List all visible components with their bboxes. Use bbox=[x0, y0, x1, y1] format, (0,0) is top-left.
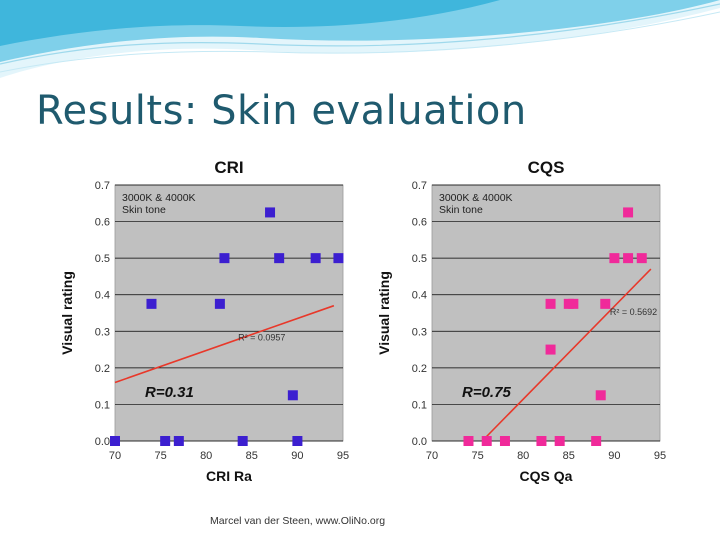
cqs-data-point bbox=[591, 436, 602, 446]
cqs-data-point bbox=[623, 207, 634, 218]
cri-data-point bbox=[219, 253, 230, 264]
cri-data-point bbox=[274, 253, 285, 264]
cqs-y-tick-label: 0.6 bbox=[412, 217, 427, 229]
cqs-data-point bbox=[568, 298, 579, 309]
cqs-data-point bbox=[463, 436, 474, 446]
cri-x-tick-label: 70 bbox=[109, 450, 121, 462]
cri-x-tick-label: 85 bbox=[246, 450, 258, 462]
cri-r-value-label: R=0.31 bbox=[145, 384, 194, 401]
cri-data-point bbox=[110, 436, 120, 446]
cri-data-point bbox=[292, 436, 303, 446]
cqs-y-tick-label: 0.5 bbox=[412, 253, 427, 265]
cqs-data-point bbox=[636, 253, 647, 264]
cqs-chart-title: CQS bbox=[528, 158, 565, 177]
slide-title: Results: Skin evaluation bbox=[36, 88, 527, 134]
cqs-y-tick-label: 0.1 bbox=[412, 399, 427, 411]
cri-data-point bbox=[146, 298, 157, 309]
cqs-plot-area bbox=[431, 184, 661, 442]
cqs-data-point bbox=[536, 436, 547, 446]
cqs-data-point bbox=[623, 253, 634, 264]
cqs-r-squared-label: R² = 0.5692 bbox=[610, 307, 657, 317]
header-wave-decoration bbox=[0, 0, 720, 78]
cqs-r-value-label: R=0.75 bbox=[462, 384, 511, 401]
cqs-x-tick-label: 85 bbox=[563, 450, 575, 462]
cqs-x-tick-label: 80 bbox=[517, 450, 529, 462]
cqs-y-tick-label: 0.7 bbox=[412, 180, 427, 192]
cqs-scatter-chart: 0.0 0.1 0.2 0.3 0.4 0.5 0.6 0.7 70 75 80 85 90 95 CQS C… bbox=[376, 158, 666, 484]
cqs-annotation: 3000K & 4000K Skin tone bbox=[439, 192, 513, 216]
cri-data-point bbox=[173, 436, 184, 446]
cri-y-tick-label: 0.3 bbox=[95, 326, 110, 338]
cqs-data-point bbox=[545, 298, 556, 309]
cri-data-point bbox=[214, 298, 225, 309]
cri-y-tick-label: 0.6 bbox=[95, 217, 110, 229]
cri-x-tick-label: 75 bbox=[154, 450, 166, 462]
cri-x-tick-label: 95 bbox=[337, 450, 349, 462]
cri-plot-area bbox=[114, 184, 344, 442]
cri-x-tick-label: 80 bbox=[200, 450, 212, 462]
cri-y-tick-label: 0.5 bbox=[95, 253, 110, 265]
cri-x-tick-label: 90 bbox=[291, 450, 303, 462]
cqs-x-tick-label: 70 bbox=[426, 450, 438, 462]
cri-chart-title: CRI bbox=[214, 158, 243, 177]
cri-data-point bbox=[333, 253, 344, 264]
cri-data-point bbox=[237, 436, 248, 446]
cri-trendline bbox=[114, 304, 335, 384]
cqs-y-tick-label: 0.0 bbox=[412, 436, 427, 448]
cri-y-tick-label: 0.4 bbox=[95, 290, 110, 302]
cqs-x-tick-label: 90 bbox=[608, 450, 620, 462]
cqs-x-tick-label: 75 bbox=[471, 450, 483, 462]
cqs-data-point bbox=[481, 436, 492, 446]
cri-data-point bbox=[265, 207, 276, 218]
cri-y-axis-label: Visual rating bbox=[59, 271, 75, 355]
cqs-y-tick-label: 0.4 bbox=[412, 290, 427, 302]
cri-data-point bbox=[310, 253, 321, 264]
cqs-data-point bbox=[600, 298, 611, 309]
cri-scatter-chart: 0.0 0.1 0.2 0.3 0.4 0.5 0.6 0.7 70 75 80 85 90 95 CRI C… bbox=[59, 158, 349, 484]
cri-y-tick-label: 0.7 bbox=[95, 180, 110, 192]
cqs-x-tick-label: 95 bbox=[654, 450, 666, 462]
cqs-x-axis-label: CQS Qa bbox=[520, 468, 573, 484]
cri-data-point bbox=[160, 436, 171, 446]
cqs-data-point bbox=[545, 344, 556, 355]
cqs-y-axis-label: Visual rating bbox=[376, 271, 392, 355]
cri-data-point bbox=[287, 390, 298, 401]
cqs-data-point bbox=[554, 436, 565, 446]
cqs-data-point bbox=[595, 390, 606, 401]
cqs-data-point bbox=[499, 436, 510, 446]
cri-y-tick-label: 0.1 bbox=[95, 399, 110, 411]
cri-annotation: 3000K & 4000K Skin tone bbox=[122, 192, 196, 216]
cqs-y-tick-label: 0.2 bbox=[412, 363, 427, 375]
cri-y-tick-label: 0.0 bbox=[95, 436, 110, 448]
cri-r-squared-label: R² = 0.0957 bbox=[238, 332, 285, 342]
cqs-trendline bbox=[481, 268, 652, 442]
cri-x-axis-label: CRI Ra bbox=[206, 468, 252, 484]
cqs-data-point bbox=[609, 253, 620, 264]
cri-y-tick-label: 0.2 bbox=[95, 363, 110, 375]
footer-credit: Marcel van der Steen, www.OliNo.org bbox=[210, 515, 386, 527]
cqs-y-tick-label: 0.3 bbox=[412, 326, 427, 338]
